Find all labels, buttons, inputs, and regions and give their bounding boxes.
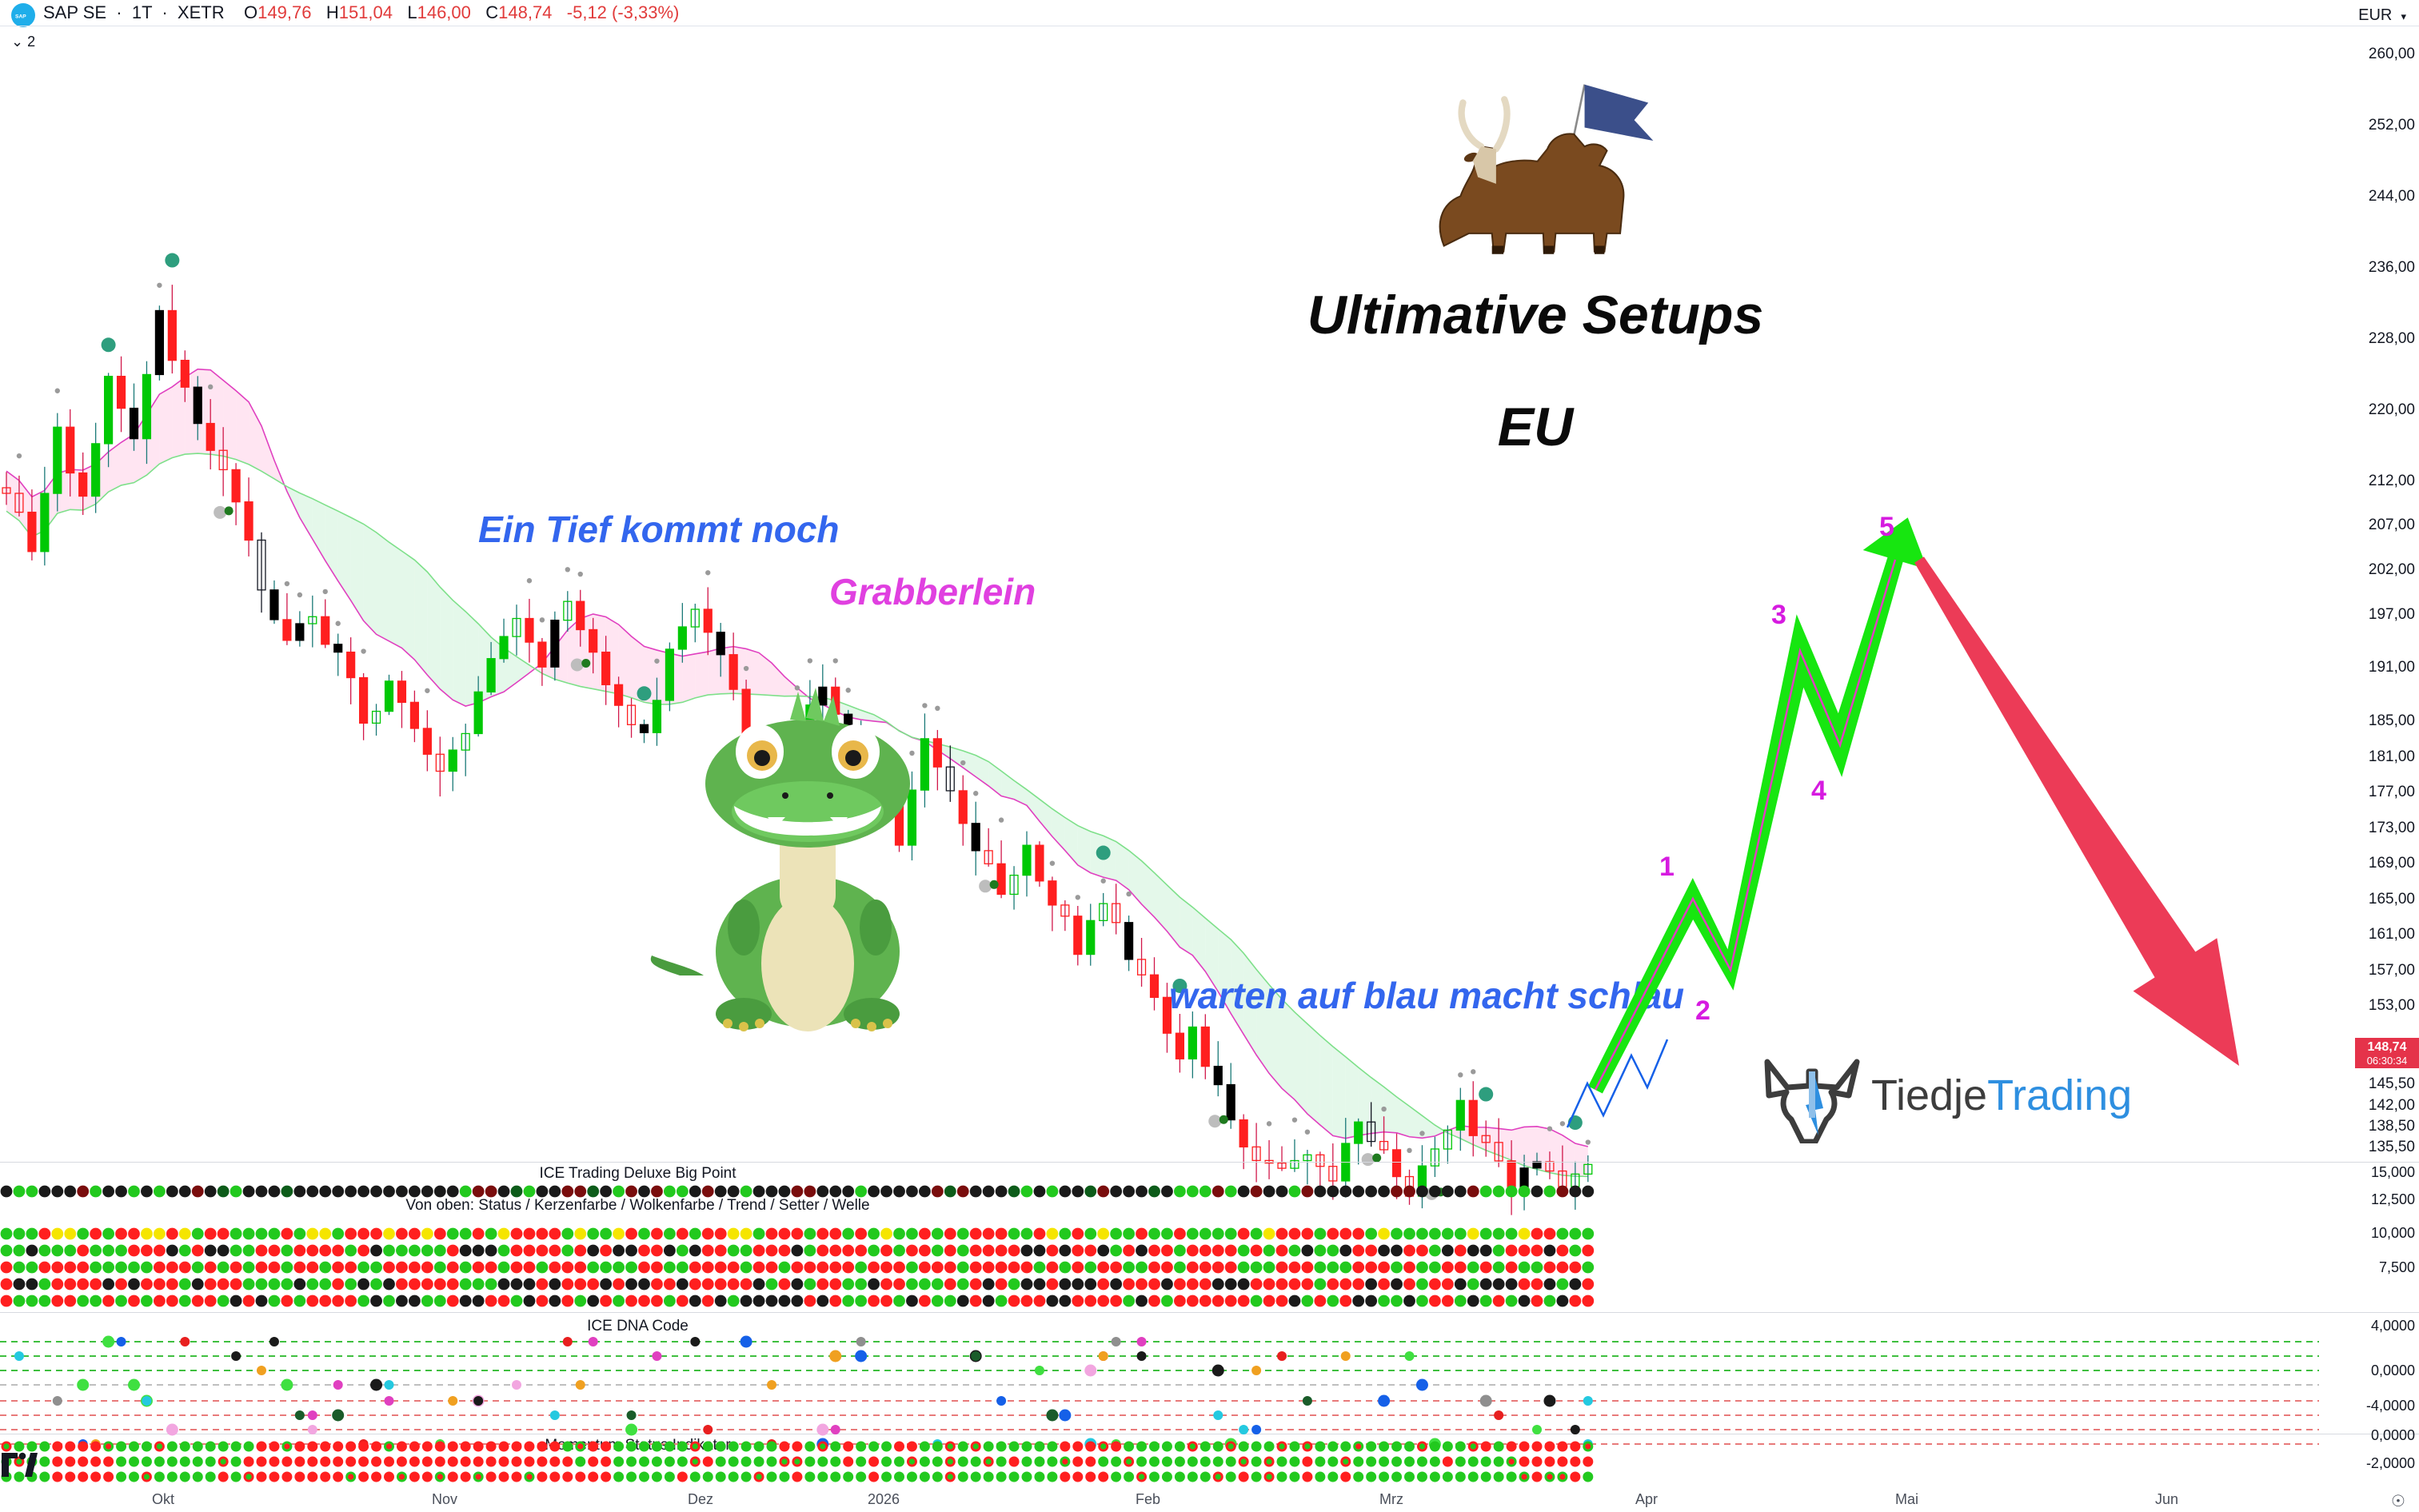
- svg-text:2: 2: [1695, 995, 1710, 1026]
- svg-text:1: 1: [1659, 852, 1675, 882]
- svg-text:3: 3: [1771, 600, 1786, 630]
- svg-text:TiedjeTrading: TiedjeTrading: [1871, 1071, 2132, 1119]
- svg-text:4: 4: [1811, 776, 1826, 806]
- svg-text:5: 5: [1879, 512, 1894, 542]
